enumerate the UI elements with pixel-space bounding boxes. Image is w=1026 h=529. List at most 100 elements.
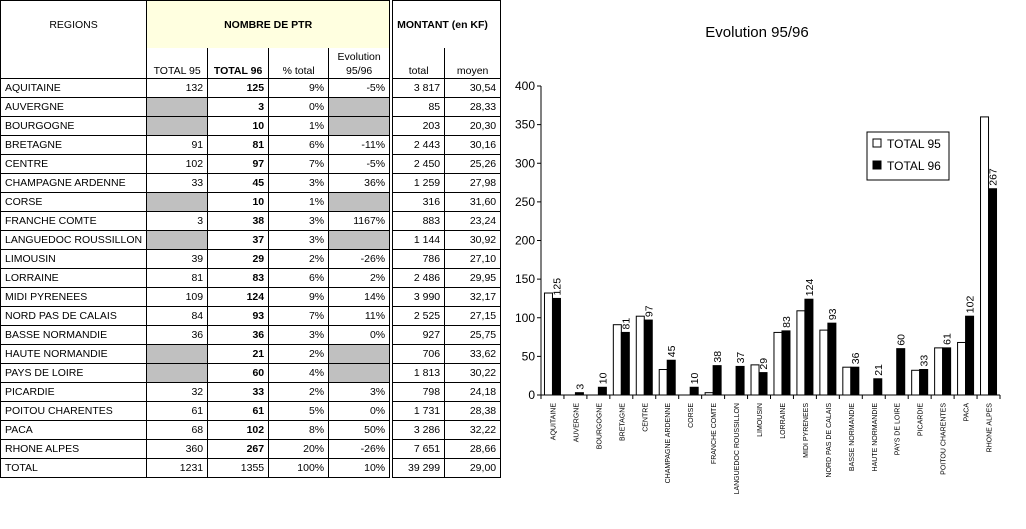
- cell-montant-moyen: 27,10: [444, 249, 502, 269]
- cell-montant-total: 1 731: [392, 401, 446, 421]
- cell-montant-total: 2 443: [392, 135, 446, 155]
- cell-total-96: 10: [207, 192, 270, 212]
- cell-region: LANGUEDOC ROUSSILLON: [0, 230, 148, 250]
- cell-region: FRANCHE COMTE: [0, 211, 148, 231]
- bar-total-95: [819, 329, 829, 396]
- bar-total-95: [934, 347, 944, 396]
- cell-montant-total: 927: [392, 325, 446, 345]
- cell-total-95: 132: [146, 78, 209, 98]
- cell-region: CORSE: [0, 192, 148, 212]
- cell-pct-total: 2%: [268, 382, 330, 402]
- cell-montant-total: 786: [392, 249, 446, 269]
- x-tick-label: CORSE: [688, 403, 695, 428]
- cell-total-96: 21: [207, 344, 270, 364]
- cell-total-96: 3: [207, 97, 270, 117]
- bar-total-95: [773, 331, 783, 396]
- header-montant: MONTANT (en KF): [392, 0, 502, 48]
- bar-total-95: [842, 366, 852, 396]
- cell-montant-moyen: 28,66: [444, 439, 502, 459]
- legend-swatch: [872, 160, 882, 170]
- x-tick-label: BRETAGNE: [619, 403, 626, 441]
- cell-evolution: [328, 230, 391, 250]
- x-tick-label: BOURGOGNE: [596, 403, 603, 450]
- x-tick-label: PACA: [964, 403, 971, 422]
- x-tick-label: HAUTE NORMANDIE: [872, 403, 879, 472]
- cell-evolution: [328, 116, 391, 136]
- data-label: 267: [988, 168, 1000, 186]
- table-row: PAYS DE LOIRE 60 4% 1 813 30,22: [0, 363, 502, 383]
- cell-montant-moyen: 32,22: [444, 420, 502, 440]
- bar-total-96: [551, 297, 561, 396]
- bar-total-96: [827, 322, 837, 396]
- cell-pct-total: 2%: [268, 344, 330, 364]
- data-label: 102: [965, 296, 977, 314]
- table-row: CENTRE 102 97 7% -5% 2 450 25,26: [0, 154, 502, 174]
- cell-evolution: -26%: [328, 249, 391, 269]
- table-row: CHAMPAGNE ARDENNE 33 45 3% 36% 1 259 27,98: [0, 173, 502, 193]
- cell-total-96: 97: [207, 154, 270, 174]
- cell-evolution: -5%: [328, 154, 391, 174]
- y-tick-label: 200: [515, 234, 535, 248]
- cell-montant-moyen: 32,17: [444, 287, 502, 307]
- x-tick-label: RHONE ALPES: [987, 403, 994, 453]
- cell-evolution: 36%: [328, 173, 391, 193]
- cell-total-96: 29: [207, 249, 270, 269]
- cell-montant-total: 7 651: [392, 439, 446, 459]
- y-tick-label: 50: [522, 349, 536, 363]
- cell-montant-total: 203: [392, 116, 446, 136]
- bar-total-96: [574, 392, 584, 396]
- chart-title: Evolution 95/96: [705, 24, 808, 41]
- table-row: PICARDIE 32 33 2% 3% 798 24,18: [0, 382, 502, 402]
- x-tick-label: PICARDIE: [918, 403, 925, 436]
- cell-montant-total: 1 813: [392, 363, 446, 383]
- header-regions-cont: [0, 48, 148, 79]
- cell-montant-moyen: 28,38: [444, 401, 502, 421]
- cell-montant-moyen: 30,16: [444, 135, 502, 155]
- cell-montant-moyen: 30,92: [444, 230, 502, 250]
- cell-total-96: 102: [207, 420, 270, 440]
- y-tick-label: 250: [515, 195, 535, 209]
- table-row: AQUITAINE 132 125 9% -5% 3 817 30,54: [0, 78, 502, 98]
- header-total: total: [392, 48, 446, 79]
- y-tick-label: 350: [515, 118, 535, 132]
- cell-pct-total: 0%: [268, 97, 330, 117]
- cell-total-96: 124: [207, 287, 270, 307]
- header-evolution: Evolution 95/96: [328, 48, 391, 79]
- x-tick-label: FRANCHE COMTE: [711, 403, 718, 464]
- cell-total-96: 33: [207, 382, 270, 402]
- cell-evolution: 0%: [328, 401, 391, 421]
- bar-total-96: [597, 386, 607, 396]
- cell-montant-total: 2 450: [392, 154, 446, 174]
- table-row: CORSE 10 1% 316 31,60: [0, 192, 502, 212]
- cell-total-95: 1231: [146, 458, 209, 478]
- table-row: LIMOUSIN 39 29 2% -26% 786 27,10: [0, 249, 502, 269]
- header-moyen: moyen: [444, 48, 502, 79]
- data-label: 10: [597, 372, 609, 384]
- bar-total-96: [804, 298, 814, 396]
- table-row: LANGUEDOC ROUSSILLON 37 3% 1 144 30,92: [0, 230, 502, 250]
- cell-evolution: [328, 363, 391, 383]
- table-row: RHONE ALPES 360 267 20% -26% 7 651 28,66: [0, 439, 502, 459]
- cell-region: MIDI PYRENEES: [0, 287, 148, 307]
- cell-total-95: [146, 344, 209, 364]
- cell-montant-total: 85: [392, 97, 446, 117]
- bar-total-95: [957, 341, 967, 396]
- cell-total-96: 83: [207, 268, 270, 288]
- x-tick-label: NORD PAS DE CALAIS: [826, 403, 833, 478]
- cell-evolution: -5%: [328, 78, 391, 98]
- y-tick-label: 400: [515, 79, 535, 93]
- header-total-95: TOTAL 95: [146, 48, 209, 79]
- table-row: PACA 68 102 8% 50% 3 286 32,22: [0, 420, 502, 440]
- cell-montant-total: 39 299: [392, 458, 446, 478]
- table-row: BOURGOGNE 10 1% 203 20,30: [0, 116, 502, 136]
- cell-total-95: 68: [146, 420, 209, 440]
- cell-pct-total: 7%: [268, 306, 330, 326]
- cell-region: BASSE NORMANDIE: [0, 325, 148, 345]
- cell-pct-total: 1%: [268, 192, 330, 212]
- header-total-96: TOTAL 96: [207, 48, 270, 79]
- cell-montant-moyen: 30,54: [444, 78, 502, 98]
- cell-evolution: [328, 97, 391, 117]
- cell-pct-total: 3%: [268, 230, 330, 250]
- cell-region: BRETAGNE: [0, 135, 148, 155]
- cell-total-95: 36: [146, 325, 209, 345]
